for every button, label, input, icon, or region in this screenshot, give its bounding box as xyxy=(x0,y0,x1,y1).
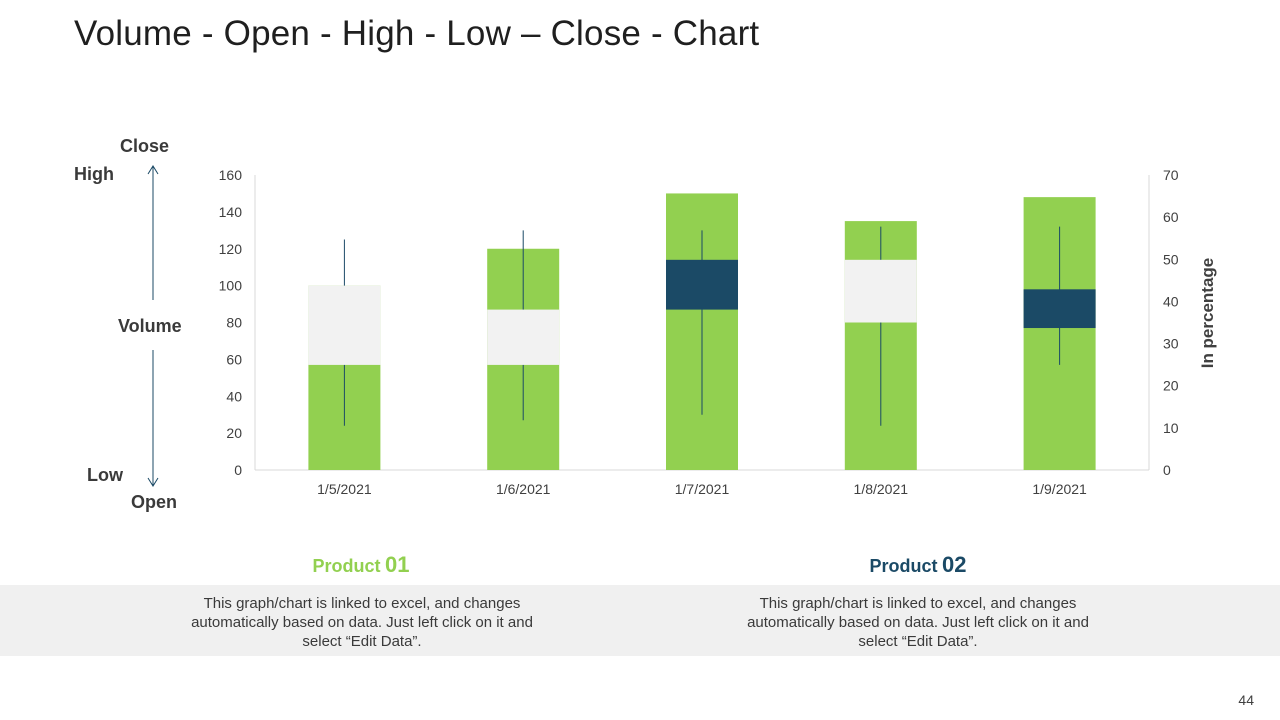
y-tick-label-8: 160 xyxy=(219,167,243,183)
y-tick-label-6: 120 xyxy=(219,241,243,257)
description-band xyxy=(0,585,1280,656)
y-tick-label-3: 60 xyxy=(226,351,242,367)
y2-tick-label-6: 60 xyxy=(1163,209,1179,225)
product-02-name: Product xyxy=(869,556,938,576)
y-tick-label-5: 100 xyxy=(219,278,243,294)
product-01-name: Product xyxy=(312,556,381,576)
product-01-title: Product 01 xyxy=(313,552,410,578)
y2-tick-label-3: 30 xyxy=(1163,336,1179,352)
product-01-number: 01 xyxy=(384,552,410,577)
legend-high-label: High xyxy=(74,164,114,184)
slide-title: Volume - Open - High - Low – Close - Cha… xyxy=(74,14,760,53)
open-close-boxes xyxy=(308,259,1096,365)
y2-tick-label-2: 20 xyxy=(1163,378,1179,394)
x-tick-label-1: 1/6/2021 xyxy=(496,481,551,497)
y2-axis-label: In percentage xyxy=(1198,258,1217,369)
y-tick-label-0: 0 xyxy=(234,462,242,478)
open-close-box-2 xyxy=(666,259,738,310)
legend-volume-label: Volume xyxy=(118,316,182,336)
page-number: 44 xyxy=(1238,692,1254,708)
y2-axis-ticks: 0 10 20 30 40 50 60 70 xyxy=(1163,167,1179,478)
y-tick-label-1: 20 xyxy=(226,425,242,441)
open-close-box-0 xyxy=(308,285,381,365)
product-01-description: This graph/chart is linked to excel, and… xyxy=(191,595,533,650)
y2-tick-label-5: 50 xyxy=(1163,251,1179,267)
product-02-title: Product 02 xyxy=(870,552,967,578)
legend-arrow-up-icon xyxy=(147,165,159,300)
open-close-box-1 xyxy=(487,309,560,365)
y-tick-label-7: 140 xyxy=(219,204,243,220)
vohlc-chart: 0 20 40 60 80 100 120 140 160 0 10 20 30 40 50 60 70 1/… xyxy=(147,165,1217,497)
product-02-number: 02 xyxy=(941,552,967,577)
y2-tick-label-0: 0 xyxy=(1163,462,1171,478)
x-axis-ticks: 1/5/2021 1/6/2021 1/7/2021 1/8/2021 1/9/2021 xyxy=(317,481,1087,497)
y-axis-ticks: 0 20 40 60 80 100 120 140 160 xyxy=(219,167,243,478)
y2-tick-label-4: 40 xyxy=(1163,293,1179,309)
y-tick-label-4: 80 xyxy=(226,315,242,331)
open-close-box-3 xyxy=(844,259,917,323)
legend-open-label: Open xyxy=(131,492,178,512)
x-tick-label-4: 1/9/2021 xyxy=(1032,481,1087,497)
high-low-wicks xyxy=(343,226,1061,426)
legend-close-label: Close xyxy=(120,136,170,156)
open-close-box-4 xyxy=(1023,289,1096,329)
y-tick-label-2: 40 xyxy=(226,388,242,404)
product-02-description: This graph/chart is linked to excel, and… xyxy=(747,595,1089,650)
y2-tick-label-7: 70 xyxy=(1163,167,1179,183)
legend-low-label: Low xyxy=(87,465,123,485)
legend-arrow-down-icon xyxy=(147,350,159,487)
x-tick-label-3: 1/8/2021 xyxy=(854,481,909,497)
x-tick-label-0: 1/5/2021 xyxy=(317,481,372,497)
x-tick-label-2: 1/7/2021 xyxy=(675,481,730,497)
y2-tick-label-1: 10 xyxy=(1163,420,1179,436)
